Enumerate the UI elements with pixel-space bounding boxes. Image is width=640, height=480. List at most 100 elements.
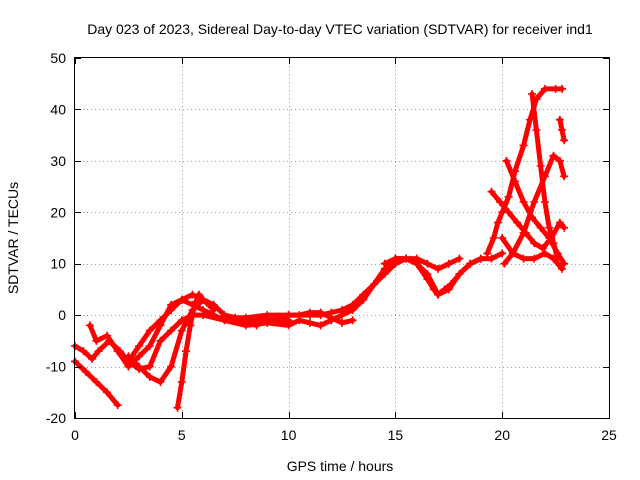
- data-point: [316, 321, 325, 330]
- data-point: [177, 378, 186, 386]
- data-point: [560, 223, 569, 232]
- data-point: [190, 300, 199, 309]
- y-tick-label: 50: [50, 50, 66, 66]
- data-point: [513, 218, 522, 227]
- data-point: [555, 218, 564, 227]
- data-point: [327, 316, 336, 325]
- data-point: [455, 270, 464, 278]
- data-point: [519, 198, 528, 206]
- satellite-track-m: [498, 234, 567, 273]
- data-point: [209, 306, 218, 314]
- data-point: [103, 388, 112, 397]
- data-point: [560, 172, 569, 181]
- data-point: [423, 259, 432, 268]
- data-point: [156, 321, 165, 330]
- data-point: [487, 187, 496, 196]
- data-point: [305, 311, 314, 320]
- data-point: [440, 285, 449, 294]
- data-point: [263, 311, 272, 320]
- y-tick-label: -10: [46, 359, 66, 375]
- data-point: [295, 316, 304, 325]
- data-point: [263, 318, 272, 327]
- data-point: [316, 311, 325, 320]
- data-point: [545, 223, 554, 232]
- data-point: [167, 326, 176, 335]
- data-point: [493, 218, 502, 227]
- data-point: [540, 249, 549, 258]
- data-point: [327, 308, 336, 317]
- data-point: [519, 141, 528, 150]
- series-line: [489, 189, 567, 251]
- data-point: [92, 336, 101, 345]
- data-point: [536, 162, 545, 170]
- data-point: [113, 347, 122, 356]
- data-point: [145, 326, 154, 335]
- x-axis-label: GPS time / hours: [287, 458, 394, 474]
- data-point: [532, 126, 541, 134]
- y-tick-label: -20: [46, 410, 66, 426]
- data-point: [487, 254, 496, 263]
- y-axis-label: SDTVAR / TECUs: [5, 182, 21, 294]
- series-line: [501, 153, 567, 267]
- data-point: [241, 321, 250, 330]
- x-tick-label: 5: [178, 427, 186, 443]
- satellite-track-k: [487, 187, 569, 253]
- data-point: [156, 378, 165, 386]
- data-point: [558, 126, 567, 134]
- plot-frame: [74, 57, 610, 419]
- gridlines: [75, 58, 609, 418]
- data-point: [186, 321, 195, 330]
- data-point: [94, 347, 103, 356]
- data-point: [402, 254, 411, 263]
- data-point: [519, 228, 528, 237]
- data-point: [145, 362, 154, 371]
- satellite-track-o: [555, 115, 569, 145]
- data-point: [194, 290, 203, 299]
- data-point: [498, 234, 507, 242]
- data-point: [530, 198, 539, 206]
- data-point: [135, 352, 144, 361]
- data-point: [241, 313, 250, 322]
- data-point: [444, 259, 453, 268]
- data-point: [305, 318, 314, 327]
- x-tick-label: 20: [494, 427, 510, 443]
- data-point: [511, 177, 520, 186]
- satellite-track-i: [483, 84, 567, 258]
- data-point: [103, 331, 112, 340]
- data-point: [348, 300, 357, 309]
- data-point: [555, 156, 564, 165]
- data-point: [508, 249, 517, 258]
- y-tick-label: 0: [58, 307, 66, 323]
- data-point: [79, 347, 88, 356]
- data-point: [177, 326, 186, 335]
- data-point: [525, 115, 534, 124]
- data-point: [476, 254, 485, 263]
- y-tick-labels: -20 -10 0 10 20 30 40 50: [46, 50, 66, 426]
- data-point: [528, 90, 537, 98]
- data-point: [434, 264, 443, 273]
- satellite-track-g: [220, 254, 464, 322]
- data-point: [434, 290, 443, 299]
- data-point: [549, 239, 558, 248]
- data-point: [338, 306, 346, 314]
- data-point: [380, 259, 389, 268]
- data-point: [199, 311, 208, 320]
- data-point: [88, 354, 97, 363]
- data-point: [167, 300, 176, 309]
- axis-ticks: [75, 58, 610, 419]
- data-point: [380, 270, 389, 278]
- data-point: [135, 362, 144, 371]
- satellite-track-a: [71, 357, 122, 410]
- data-point: [284, 311, 293, 320]
- data-point: [540, 198, 549, 206]
- data-point: [429, 285, 438, 294]
- data-point: [530, 239, 539, 248]
- data-point: [558, 264, 567, 273]
- data-point: [348, 316, 357, 325]
- data-point: [483, 249, 492, 258]
- data-point: [560, 259, 569, 268]
- x-tick-label: 25: [601, 427, 617, 443]
- data-point: [173, 403, 182, 412]
- data-point: [466, 259, 475, 268]
- data-point: [560, 136, 569, 145]
